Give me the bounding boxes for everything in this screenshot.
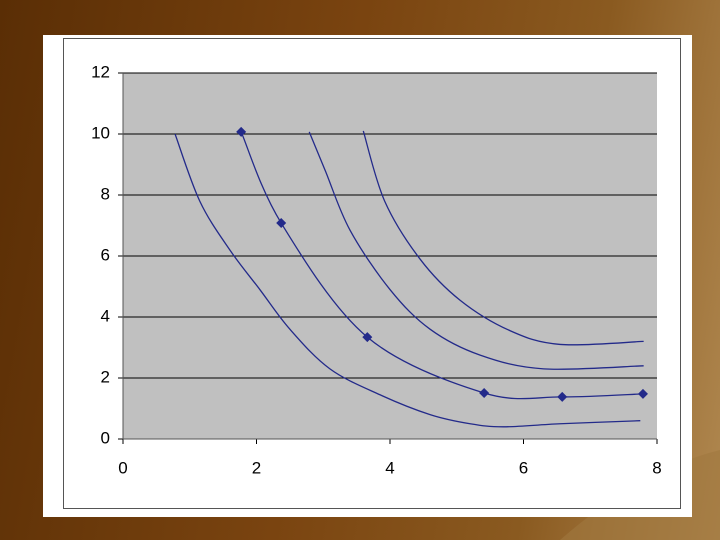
y-tick-label: 12 — [91, 62, 110, 81]
x-tick-label: 0 — [118, 458, 127, 477]
point-marker — [362, 332, 373, 343]
chart-border — [63, 38, 681, 509]
point-marker — [557, 391, 568, 402]
x-tick-label: 4 — [385, 458, 394, 477]
point-marker — [479, 387, 490, 398]
y-tick-label: 2 — [101, 367, 110, 386]
y-tick-label: 0 — [101, 428, 110, 447]
x-tick-label: 2 — [252, 458, 261, 477]
curve — [308, 131, 644, 370]
point-marker — [276, 218, 287, 229]
curve — [174, 133, 641, 428]
point-marker — [236, 126, 247, 137]
y-tick-label: 10 — [91, 123, 110, 142]
x-tick-label: 8 — [652, 458, 661, 477]
y-tick-label: 6 — [101, 245, 110, 264]
curve — [362, 130, 644, 346]
point-marker — [637, 388, 648, 399]
x-tick-label: 6 — [519, 458, 528, 477]
y-tick-label: 4 — [101, 306, 110, 325]
y-tick-label: 8 — [101, 184, 110, 203]
